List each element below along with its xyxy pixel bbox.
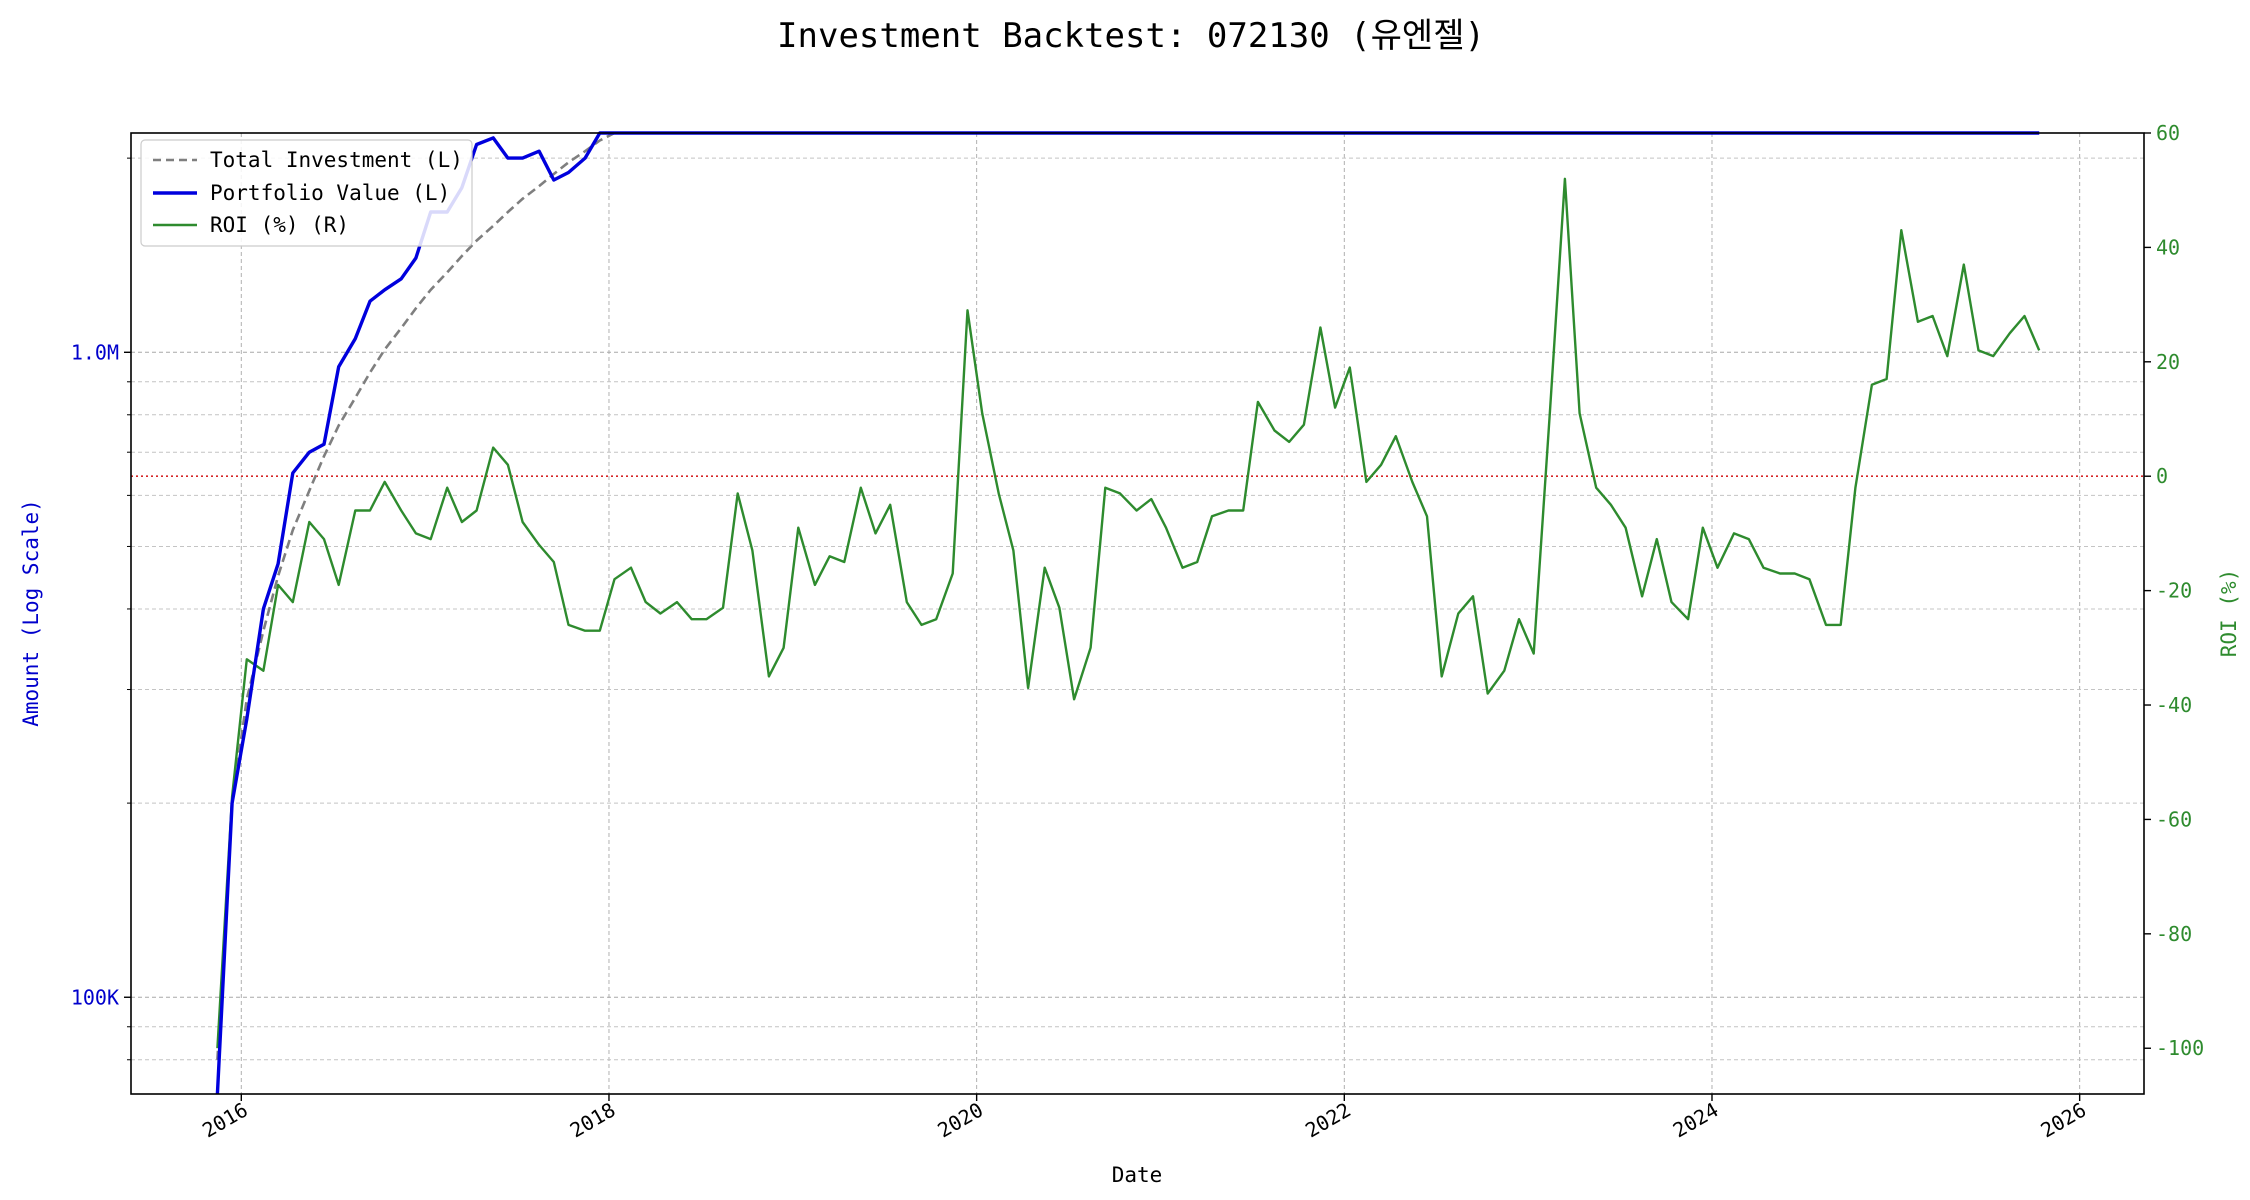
series-roi [216, 177, 2041, 1049]
legend-box [140, 139, 473, 247]
plot-frame [130, 132, 2145, 1095]
x-tick-label: 2018 [566, 1098, 620, 1143]
legend-label-total-investment: Total Investment (L) [210, 148, 463, 172]
grid [131, 133, 2144, 1094]
x-tick-label: 2024 [1669, 1098, 1723, 1143]
y-left-tick-label: 100K [71, 985, 119, 1009]
y-right-tick-label: 40 [2156, 235, 2180, 259]
y-left-tick-label: 1.0M [71, 340, 119, 364]
x-tick-label: 2020 [933, 1098, 987, 1143]
y-right-tick-label: -80 [2156, 922, 2192, 946]
y-left-axis-label: Amount (Log Scale) [19, 499, 43, 727]
legend: Total Investment (L) Portfolio Value (L)… [140, 139, 473, 247]
x-axis-label: Date [1112, 1163, 1163, 1187]
y-right-axis-label: ROI (%) [2217, 569, 2241, 658]
series-layer [215, 131, 2041, 1095]
series-portfolio-value [215, 131, 2040, 1095]
x-tick-label: 2022 [1301, 1098, 1355, 1143]
x-tick-label: 2016 [198, 1098, 252, 1143]
y-right-tick-label: -100 [2156, 1036, 2204, 1060]
x-ticks: 2016 2018 2020 2022 2024 2026 [198, 1094, 2090, 1142]
legend-label-roi: ROI (%) (R) [210, 213, 349, 237]
y-right-tick-label: -40 [2156, 693, 2192, 717]
y-right-tick-label: -60 [2156, 807, 2192, 831]
x-tick-label: 2026 [2036, 1098, 2090, 1143]
legend-label-portfolio-value: Portfolio Value (L) [210, 181, 450, 205]
chart-title: Investment Backtest: 072130 (유엔젤) [777, 16, 1485, 56]
y-right-tick-label: -20 [2156, 579, 2192, 603]
y-right-tick-label: 20 [2156, 350, 2180, 374]
y-right-ticks: -100 -80 -60 -40 -20 0 20 40 60 [2144, 121, 2204, 1060]
y-right-tick-label: 60 [2156, 121, 2180, 145]
y-right-tick-label: 0 [2156, 464, 2168, 488]
series-total-investment [216, 131, 2040, 1060]
